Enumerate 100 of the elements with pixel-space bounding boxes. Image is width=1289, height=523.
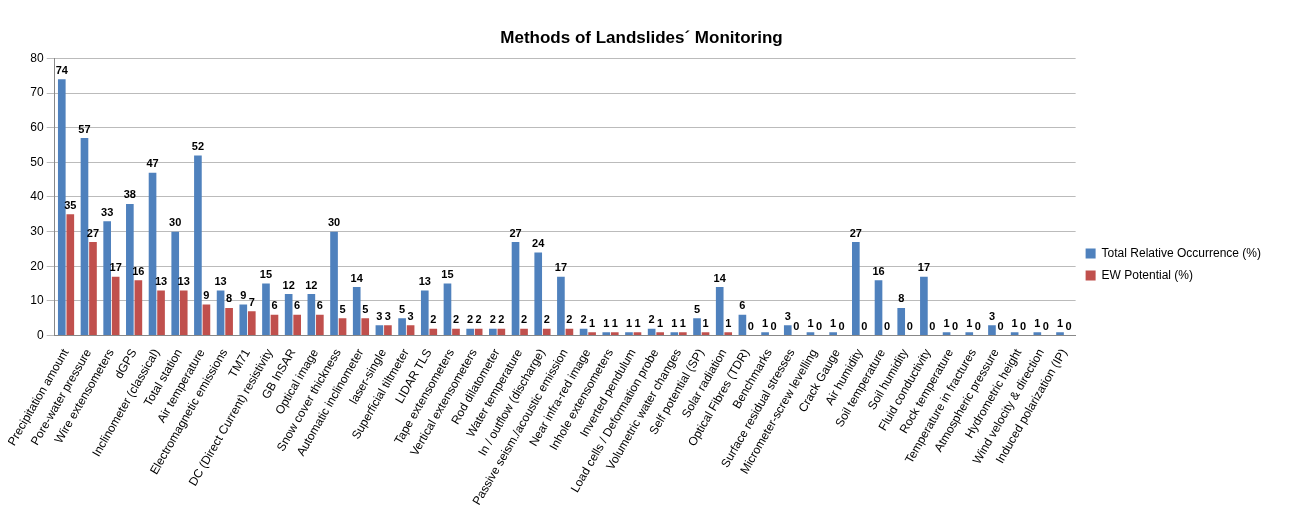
data-label: 2 [452,313,460,326]
bar [897,307,906,336]
data-label: 14 [713,271,727,284]
data-label: 1 [807,316,814,329]
bar [783,325,792,336]
data-label: 38 [123,188,136,201]
data-label: 12 [305,278,318,291]
bar [429,328,438,336]
data-label: 33 [101,205,114,218]
y-tick-label: 80 [30,50,45,65]
data-label: 2 [430,313,437,326]
bar [511,242,520,336]
bar [398,318,406,336]
bar [1010,332,1019,336]
data-label: 24 [532,236,546,249]
data-label: 0 [952,320,959,333]
bar [126,203,134,336]
data-label: 3 [384,309,391,322]
bar [874,280,883,336]
y-tick-label: 50 [30,154,45,169]
bar [602,332,611,336]
data-label: 1 [1034,316,1041,329]
bar [610,332,619,336]
data-label: 52 [191,139,205,152]
bar [225,307,233,336]
data-label: 16 [132,264,145,277]
legend-label: EW Potential (%) [1101,267,1193,282]
data-label: 0 [838,320,845,333]
bar [1033,332,1042,336]
data-label: 5 [362,302,369,315]
bar [179,290,188,336]
bar [171,231,180,336]
bar [852,242,860,336]
y-tick-label: 0 [37,327,45,342]
bar [625,332,633,336]
data-label: 1 [611,316,618,329]
y-tick-label: 40 [30,189,45,204]
data-label: 2 [467,313,474,326]
data-label: 3 [376,309,383,322]
data-label: 1 [943,316,950,329]
bar [489,328,497,336]
data-label: 1 [1056,316,1064,329]
bar [103,221,111,336]
bar [247,311,256,336]
data-label: 0 [770,320,777,333]
data-label: 1 [589,316,596,329]
bar [216,290,225,336]
bar [670,332,679,336]
legend-label: Total Relative Occurrence (%) [1101,245,1261,260]
data-label: 27 [849,226,862,239]
bar [633,332,642,336]
data-label: 14 [350,271,364,284]
data-label: 1 [603,316,610,329]
bar [557,276,565,336]
bar [262,283,270,336]
bar [806,332,815,336]
data-label: 13 [214,275,227,288]
data-label: 0 [906,320,913,333]
data-label: 2 [520,313,528,326]
data-label: 30 [169,216,182,229]
data-label: 1 [702,316,709,329]
data-label: 0 [883,320,891,333]
data-label: 0 [929,320,936,333]
bar [761,332,769,336]
data-label: 1 [657,316,664,329]
data-label: 47 [146,157,159,170]
bar [724,332,733,336]
bar [57,79,66,336]
data-label: 1 [679,316,686,329]
data-label: 3 [988,309,996,322]
data-label: 27 [509,226,522,239]
y-tick-label: 30 [30,223,45,238]
data-label: 1 [634,316,641,329]
data-label: 0 [815,320,823,333]
bar [452,328,460,336]
y-tick-label: 60 [30,120,45,135]
bar [194,155,202,336]
data-label: 5 [339,302,346,315]
data-label: 9 [240,288,247,301]
data-label: 0 [974,320,981,333]
data-label: 3 [407,309,414,322]
bar [656,332,664,336]
data-label: 3 [784,309,791,322]
data-label: 6 [271,299,278,312]
data-label: 0 [1065,320,1072,333]
bar [679,332,687,336]
data-label: 6 [294,299,301,312]
data-label: 5 [399,302,406,315]
bar [988,325,996,336]
data-label: 9 [203,288,210,301]
data-label: 2 [543,313,550,326]
data-label: 74 [55,63,69,76]
data-label: 1 [625,316,633,329]
bar [701,332,710,336]
data-label: 6 [316,299,323,312]
bar [965,332,974,336]
y-tick-label: 20 [30,258,45,273]
bar [715,287,724,336]
data-label: 2 [489,313,496,326]
data-label: 57 [78,122,91,135]
